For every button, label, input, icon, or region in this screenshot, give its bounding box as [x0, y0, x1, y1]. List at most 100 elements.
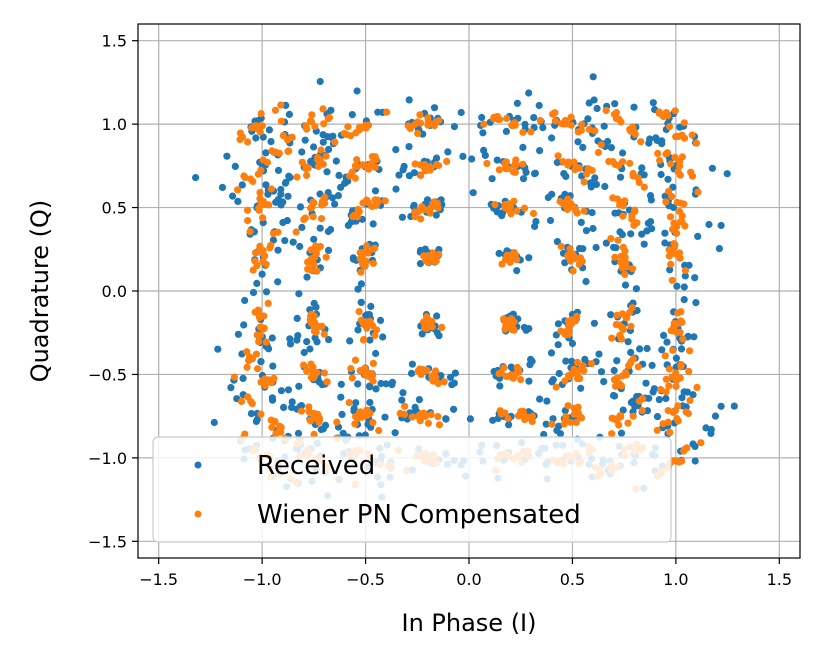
scatter-point [244, 138, 252, 146]
scatter-point [511, 168, 519, 176]
scatter-point [640, 240, 648, 248]
scatter-point [369, 371, 377, 380]
scatter-point [577, 218, 585, 226]
scatter-point [576, 164, 584, 172]
scatter-point [427, 204, 435, 212]
scatter-point [351, 174, 359, 182]
scatter-point [297, 407, 306, 415]
scatter-point [277, 101, 285, 109]
scatter-point [502, 372, 510, 380]
scatter-point [717, 402, 725, 410]
scatter-point [568, 339, 577, 348]
scatter-point [357, 316, 365, 324]
scatter-point [253, 416, 261, 424]
scatter-point [354, 380, 362, 388]
scatter-point [303, 125, 311, 133]
scatter-point [669, 346, 677, 354]
scatter-point [665, 365, 674, 373]
scatter-point [669, 203, 678, 212]
scatter-point [296, 242, 304, 251]
scatter-point [678, 153, 687, 161]
scatter-point [274, 166, 283, 174]
scatter-point [322, 253, 330, 261]
y-tick-label: 0.5 [102, 199, 127, 218]
scatter-point [400, 410, 409, 418]
scatter-point [661, 352, 669, 360]
scatter-point [672, 377, 680, 385]
scatter-point [671, 107, 679, 115]
scatter-point [315, 414, 323, 422]
scatter-point [357, 298, 365, 306]
scatter-point [656, 156, 664, 165]
scatter-point [621, 281, 630, 289]
scatter-point [681, 445, 689, 453]
scatter-point [227, 384, 235, 392]
scatter-point [320, 120, 328, 128]
y-tick-label: −0.5 [88, 365, 127, 384]
scatter-point [371, 244, 379, 252]
scatter-point [649, 99, 657, 107]
scatter-point [419, 318, 428, 326]
scatter-point [503, 114, 511, 123]
scatter-point [363, 196, 371, 204]
scatter-point [351, 356, 360, 364]
scatter-point [351, 420, 359, 428]
scatter-point [617, 429, 626, 437]
scatter-point [590, 319, 599, 327]
scatter-point [569, 267, 577, 275]
scatter-point [355, 308, 363, 316]
scatter-point [435, 332, 443, 340]
scatter-point [241, 296, 249, 305]
scatter-point [301, 214, 309, 222]
x-tick-label: 1.0 [663, 570, 688, 589]
scatter-point [303, 338, 311, 346]
scatter-point [573, 370, 581, 378]
scatter-point [433, 154, 441, 162]
scatter-point [621, 253, 629, 261]
scatter-point [241, 430, 249, 438]
x-tick-label: −1.0 [243, 570, 282, 589]
scatter-point [671, 153, 679, 161]
scatter-point [503, 251, 511, 259]
scatter-point [642, 379, 650, 387]
scatter-point [574, 138, 582, 146]
scatter-point [432, 118, 440, 127]
scatter-point [627, 348, 635, 356]
scatter-point [519, 175, 528, 183]
scatter-point [355, 126, 363, 134]
scatter-point [353, 156, 361, 164]
scatter-point [310, 235, 318, 243]
scatter-point [589, 224, 597, 233]
scatter-point [535, 101, 543, 110]
scatter-point [310, 199, 318, 207]
scatter-point [434, 204, 442, 212]
scatter-point [678, 394, 686, 402]
scatter-point [548, 190, 556, 198]
scatter-point [638, 230, 646, 238]
scatter-point [238, 181, 246, 189]
scatter-point [316, 156, 324, 164]
scatter-point [531, 222, 539, 231]
scatter-point [316, 224, 324, 232]
scatter-point [277, 387, 285, 395]
scatter-point [469, 189, 477, 197]
scatter-point [564, 195, 572, 203]
scatter-point [364, 249, 372, 257]
scatter-point [692, 139, 701, 147]
scatter-point [627, 322, 635, 330]
scatter-point [323, 378, 331, 386]
scatter-point [255, 338, 263, 346]
scatter-point [371, 331, 379, 340]
scatter-point [279, 198, 287, 206]
scatter-point [643, 344, 651, 353]
scatter-point [662, 150, 670, 158]
scatter-point [288, 398, 296, 406]
scatter-point [274, 246, 282, 254]
scatter-point [269, 229, 278, 238]
scatter-point [450, 123, 458, 131]
scatter-point [563, 205, 572, 214]
scatter-point [502, 127, 510, 135]
scatter-point [618, 231, 627, 239]
scatter-point [648, 361, 656, 369]
scatter-point [682, 408, 690, 416]
